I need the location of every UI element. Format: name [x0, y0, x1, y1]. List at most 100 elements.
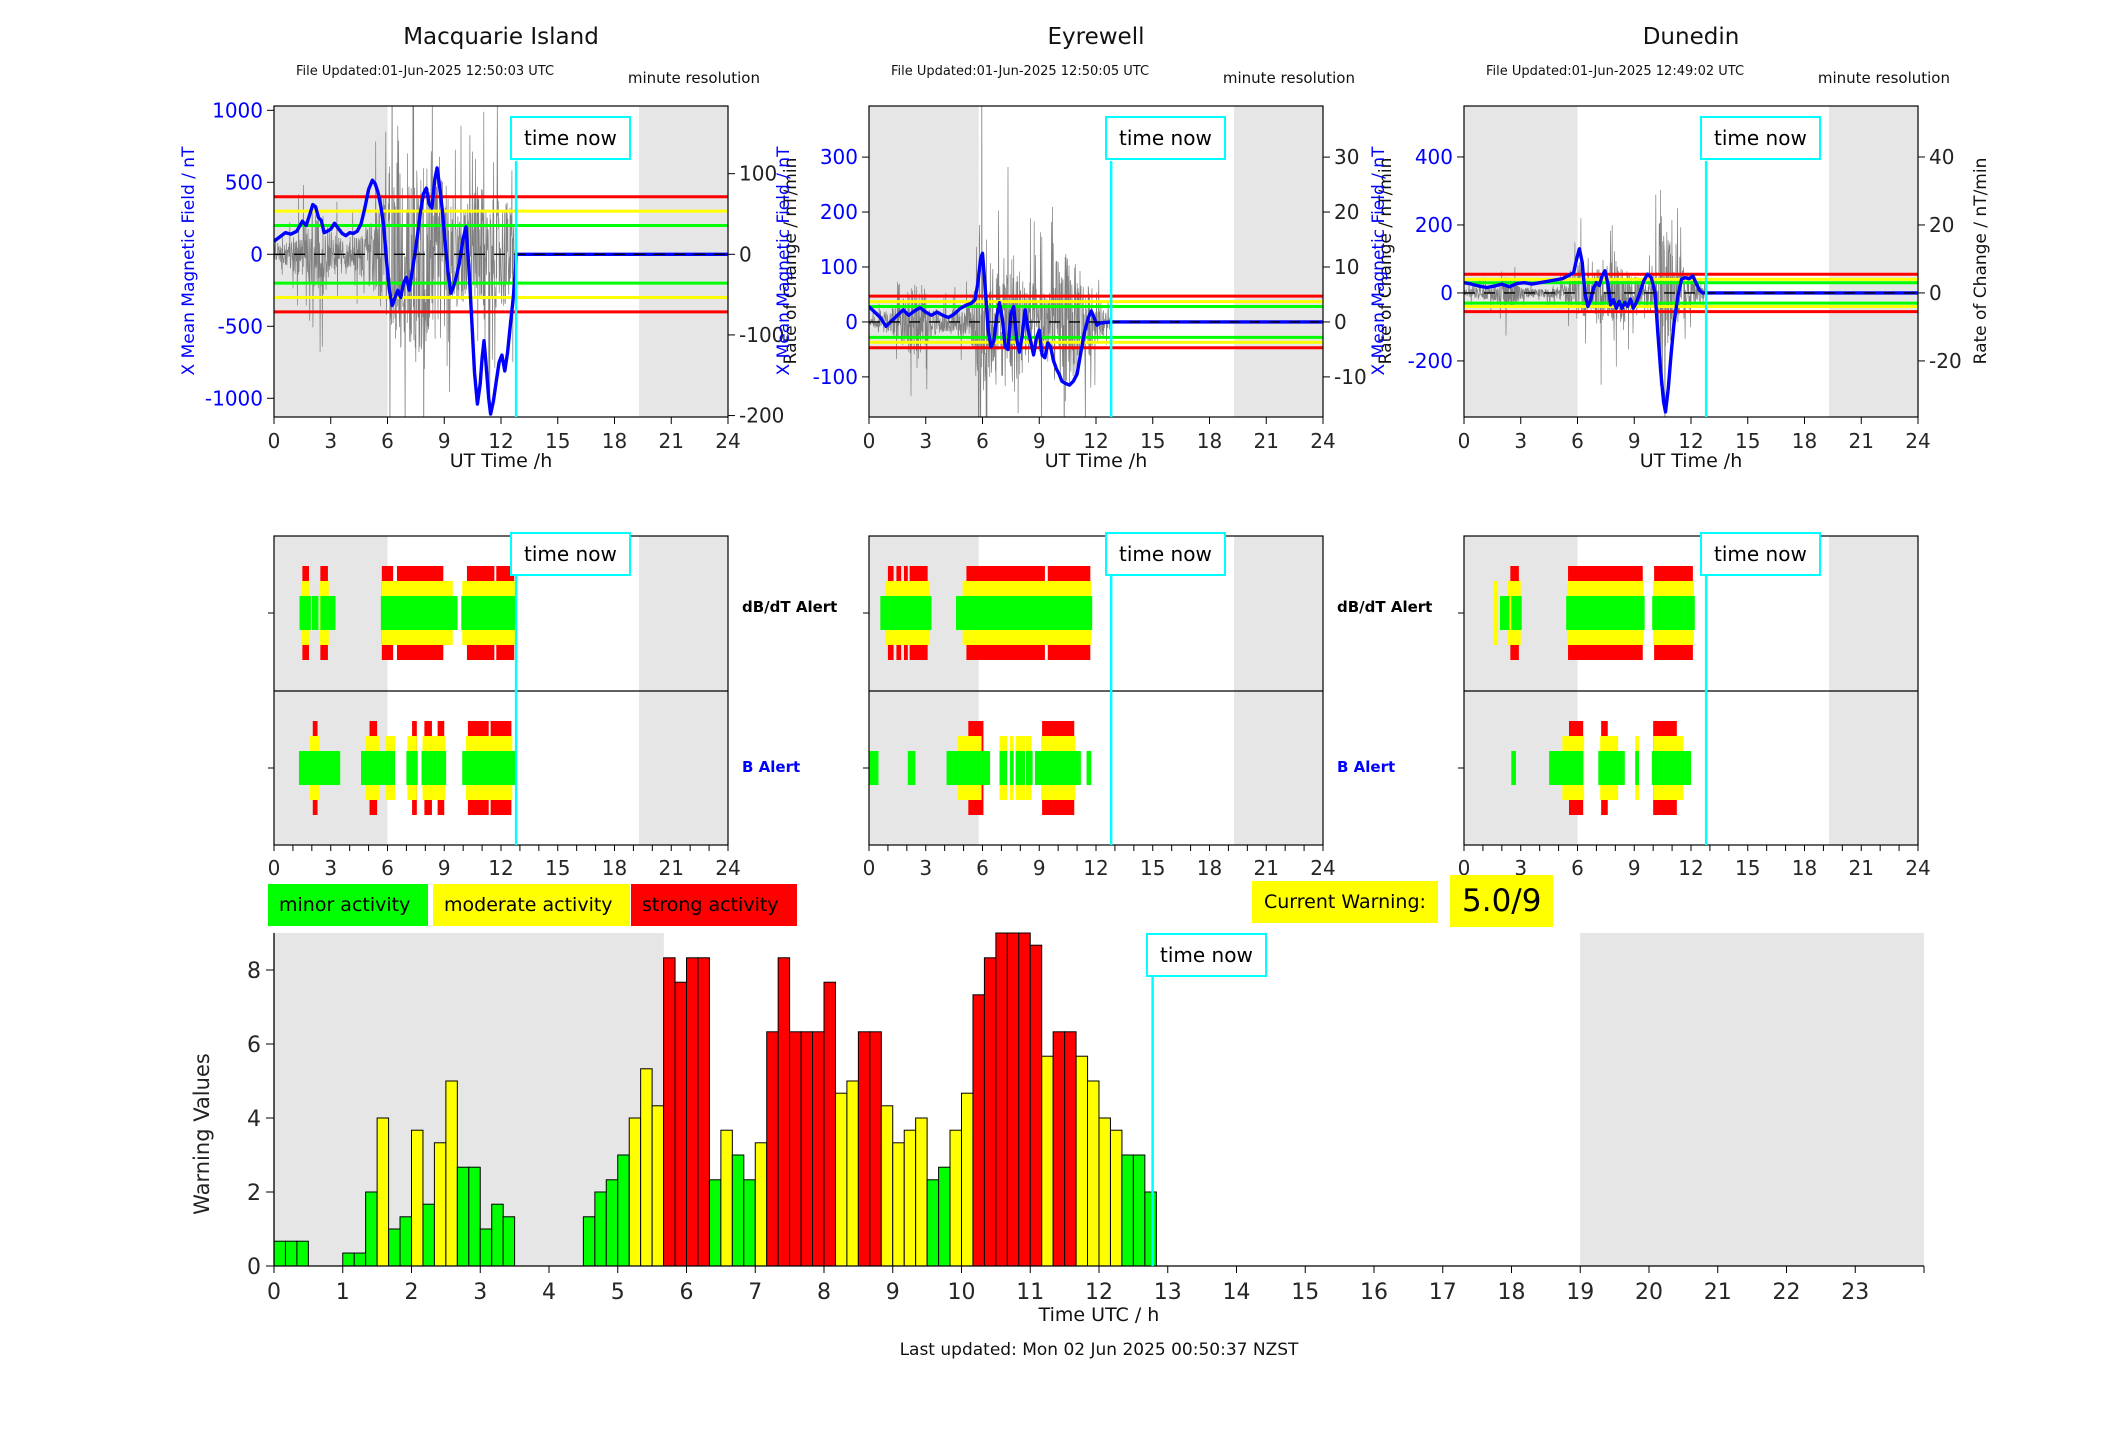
green-alert-segment: [1651, 751, 1691, 785]
station-macquarie-island: Macquarie Island File Updated:01-Jun-202…: [179, 0, 837, 900]
warning-values-chart: 0 2 4 6 8 0 1 2 3 4 5 6 7 8 9 10 11 12 13 14 15 16 17 18 19 20 21 2…: [180, 920, 2010, 1437]
svg-text:9: 9: [1033, 856, 1046, 880]
green-alert-segment: [421, 751, 447, 785]
time-now-flag: time now: [1105, 116, 1226, 160]
svg-text:16: 16: [1360, 1280, 1388, 1305]
svg-text:18: 18: [1792, 856, 1817, 880]
green-alert-segment: [1511, 751, 1517, 785]
svg-text:3: 3: [1514, 856, 1527, 880]
green-alert-segment: [1635, 751, 1639, 785]
time-now-flag: time now: [510, 116, 631, 160]
station-dunedin: Dunedin File Updated:01-Jun-2025 12:49:0…: [1369, 0, 1991, 900]
svg-text:4: 4: [247, 1107, 261, 1132]
svg-text:0: 0: [739, 242, 752, 266]
warning-bar: [399, 1216, 412, 1267]
svg-text:18: 18: [1792, 429, 1817, 453]
warning-y-axis-label: Warning Values: [190, 1053, 214, 1215]
warning-bar: [640, 1068, 653, 1267]
warning-bar: [582, 1216, 596, 1267]
svg-text:12: 12: [1678, 856, 1703, 880]
warning-bar: [697, 957, 710, 1267]
svg-text:0: 0: [247, 1255, 261, 1280]
svg-text:9: 9: [1628, 856, 1641, 880]
warning-bar: [915, 1117, 928, 1267]
svg-text:300: 300: [820, 145, 858, 169]
current-warning-label: Current Warning:: [1252, 881, 1438, 923]
svg-text:17: 17: [1429, 1280, 1457, 1305]
svg-text:0: 0: [1929, 281, 1942, 305]
resolution-label: minute resolution: [627, 69, 760, 87]
green-alert-segment: [311, 596, 319, 630]
mean-field-line: [274, 166, 728, 416]
resolution-label: minute resolution: [1222, 69, 1355, 87]
svg-text:12: 12: [488, 856, 513, 880]
svg-text:6: 6: [381, 856, 394, 880]
current-warning-value: 5.0/9: [1450, 875, 1554, 927]
svg-text:13: 13: [1154, 1280, 1182, 1305]
green-alert-segment: [320, 596, 336, 630]
mean-field-line: [869, 251, 1323, 387]
svg-text:200: 200: [1415, 213, 1453, 237]
svg-text:14: 14: [1223, 1280, 1251, 1305]
warning-bar: [1064, 1031, 1077, 1267]
warning-bar: [983, 957, 997, 1267]
svg-text:12: 12: [488, 429, 513, 453]
warning-bar: [1132, 1154, 1146, 1267]
legend-item-moderate: moderate activity: [433, 884, 630, 926]
svg-text:-100: -100: [739, 323, 784, 347]
time-now-flag: time now: [1105, 532, 1226, 576]
svg-text:9: 9: [886, 1280, 900, 1305]
svg-text:3: 3: [473, 1280, 487, 1305]
svg-text:0: 0: [250, 242, 263, 266]
svg-text:0: 0: [863, 856, 876, 880]
warning-bar: [1029, 944, 1043, 1267]
svg-text:0: 0: [845, 310, 858, 334]
warning-bar: [1121, 1154, 1134, 1267]
warning-bar: [708, 1179, 722, 1267]
svg-text:24: 24: [715, 856, 740, 880]
svg-text:3: 3: [324, 856, 337, 880]
warning-bar: [754, 1142, 768, 1267]
warning-bar: [468, 1166, 481, 1267]
warning-bar: [342, 1252, 355, 1267]
warning-bar: [903, 1129, 917, 1267]
svg-text:2: 2: [247, 1181, 261, 1206]
svg-text:23: 23: [1841, 1280, 1869, 1305]
green-alert-segment: [1009, 751, 1014, 785]
alert-strip-svg: 0 3 6 9 12 15 18 21 24: [1458, 535, 1931, 880]
svg-text:100: 100: [739, 162, 777, 186]
warning-bar: [1098, 1117, 1111, 1267]
svg-text:21: 21: [1254, 856, 1279, 880]
warning-bar: [926, 1179, 940, 1267]
warning-bar: [1087, 1080, 1100, 1267]
warning-bar: [365, 1191, 378, 1267]
warning-bar: [1018, 932, 1031, 1267]
svg-text:1000: 1000: [212, 98, 263, 122]
svg-text:21: 21: [1849, 856, 1874, 880]
svg-text:20: 20: [1635, 1280, 1663, 1305]
svg-text:20: 20: [1334, 200, 1359, 224]
warning-bar: [456, 1166, 470, 1267]
svg-text:18: 18: [602, 856, 627, 880]
night-shading: [1829, 106, 1918, 417]
svg-text:12: 12: [1085, 1280, 1113, 1305]
green-alert-segment: [299, 596, 311, 630]
svg-text:0: 0: [267, 1280, 281, 1305]
svg-text:-1000: -1000: [205, 386, 263, 410]
green-alert-segment: [1598, 751, 1625, 785]
svg-text:15: 15: [1140, 856, 1165, 880]
warning-bar: [479, 1228, 493, 1267]
svg-text:21: 21: [659, 429, 684, 453]
time-now-flag: time now: [1146, 933, 1267, 977]
svg-text:10: 10: [1334, 255, 1359, 279]
green-alert-segment: [1499, 596, 1510, 630]
svg-text:24: 24: [1310, 429, 1335, 453]
warning-bar: [651, 1105, 665, 1267]
svg-text:22: 22: [1773, 1280, 1801, 1305]
svg-text:400: 400: [1415, 145, 1453, 169]
warning-bar: [1052, 1031, 1066, 1267]
mean-field-line: [1464, 247, 1918, 414]
